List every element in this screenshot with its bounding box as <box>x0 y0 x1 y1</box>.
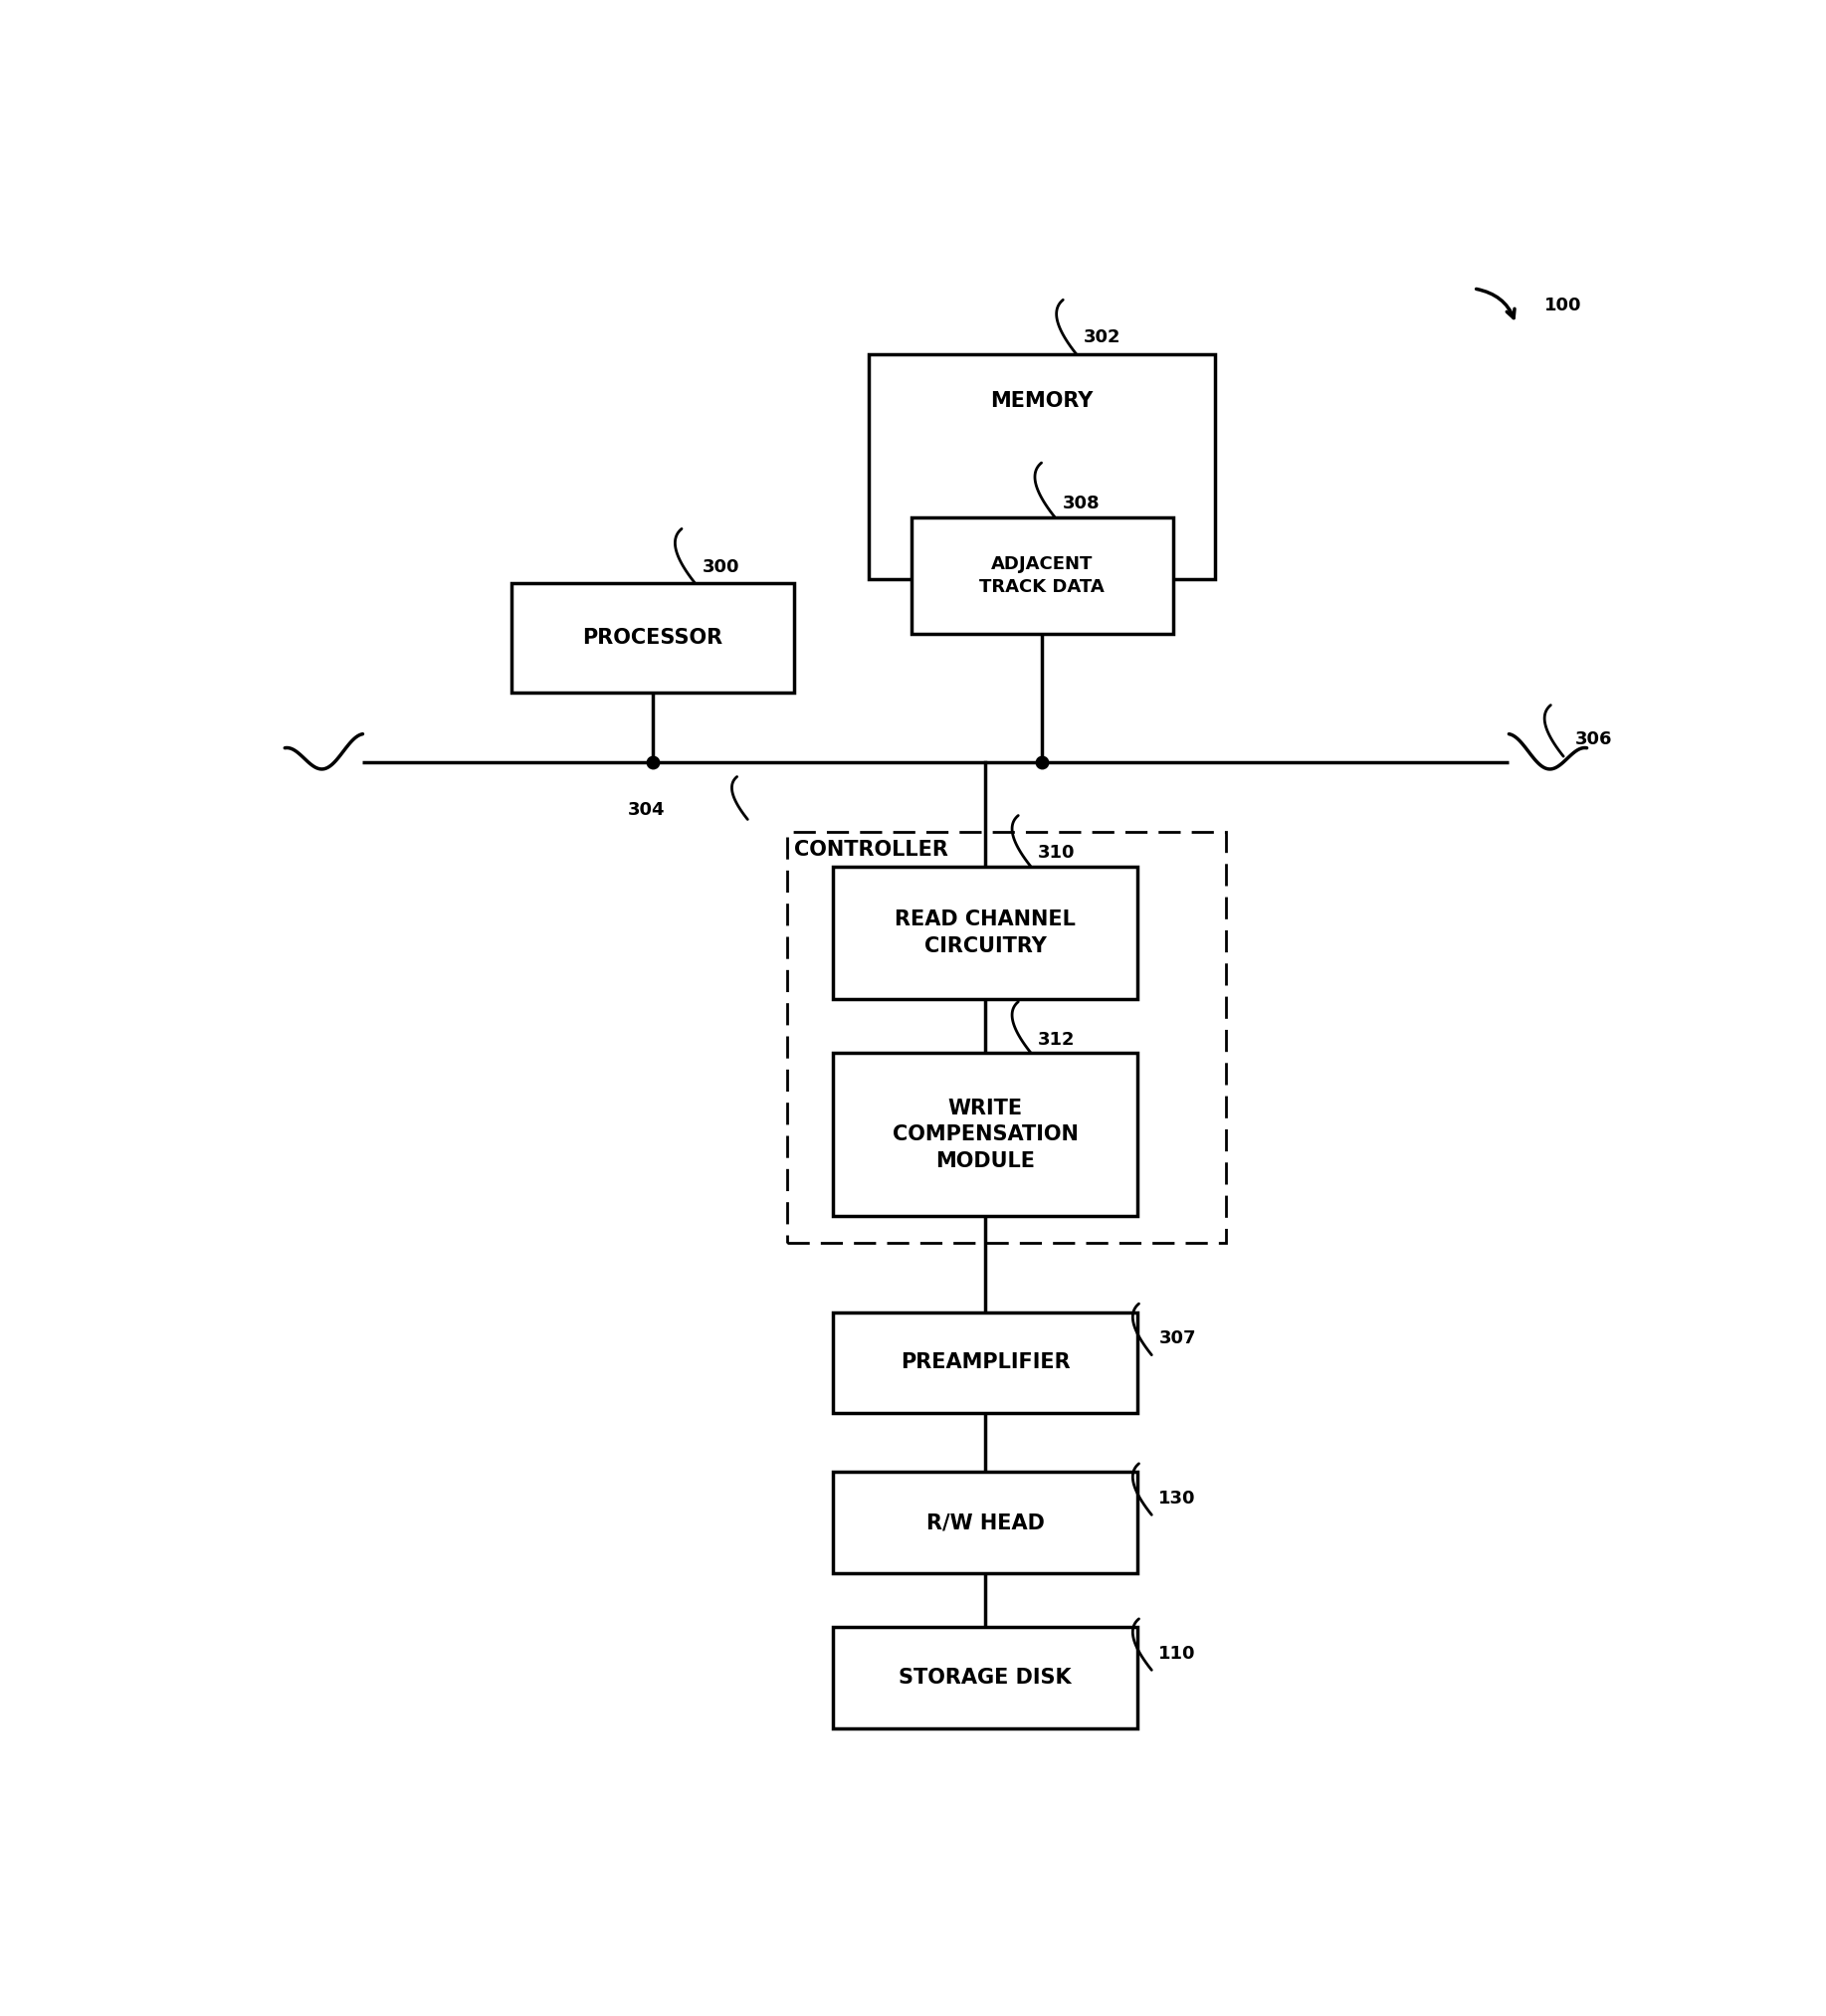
Text: CONTROLLER: CONTROLLER <box>794 839 948 859</box>
Text: 307: 307 <box>1160 1329 1196 1347</box>
Text: STORAGE DISK: STORAGE DISK <box>898 1667 1072 1687</box>
Text: READ CHANNEL
CIRCUITRY: READ CHANNEL CIRCUITRY <box>895 909 1076 956</box>
Text: R/W HEAD: R/W HEAD <box>926 1512 1044 1532</box>
Text: 304: 304 <box>628 802 665 818</box>
Text: 310: 310 <box>1037 845 1076 863</box>
Text: 100: 100 <box>1545 296 1581 314</box>
Text: 312: 312 <box>1037 1030 1076 1048</box>
Text: 306: 306 <box>1574 730 1612 748</box>
Text: 308: 308 <box>1063 494 1099 512</box>
Text: 300: 300 <box>703 558 740 577</box>
Bar <box>911 518 1172 633</box>
Bar <box>833 1312 1138 1413</box>
Text: 130: 130 <box>1160 1490 1196 1508</box>
Bar <box>833 867 1138 998</box>
Text: 302: 302 <box>1083 329 1121 347</box>
Bar <box>833 1627 1138 1728</box>
Text: WRITE
COMPENSATION
MODULE: WRITE COMPENSATION MODULE <box>893 1099 1079 1171</box>
Text: PROCESSOR: PROCESSOR <box>582 627 723 647</box>
Bar <box>511 583 794 691</box>
Text: MEMORY: MEMORY <box>990 391 1094 411</box>
Text: PREAMPLIFIER: PREAMPLIFIER <box>900 1353 1070 1373</box>
Bar <box>833 1472 1138 1572</box>
Text: 110: 110 <box>1160 1645 1196 1663</box>
Text: ADJACENT
TRACK DATA: ADJACENT TRACK DATA <box>979 554 1105 597</box>
Bar <box>869 355 1216 579</box>
Bar <box>833 1052 1138 1216</box>
Bar <box>787 833 1225 1244</box>
